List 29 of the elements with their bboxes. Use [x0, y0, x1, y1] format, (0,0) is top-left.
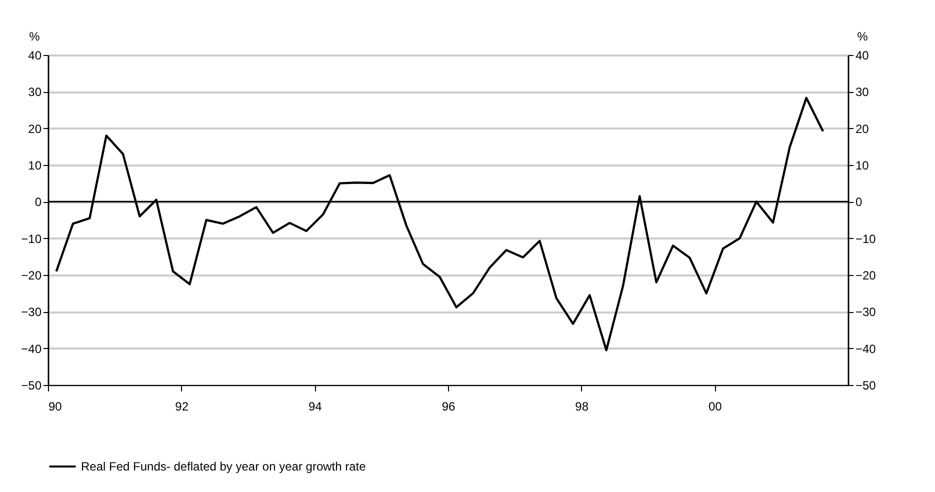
legend-label: Real Fed Funds- deflated by year on year growth rate — [81, 460, 366, 474]
y2-tick-label: 0 — [856, 195, 862, 210]
y2-tick-label: −30 — [856, 305, 876, 320]
y2-tick-label: 20 — [856, 122, 870, 136]
y-tick-label: 10 — [28, 158, 42, 172]
y-tick-label: 0 — [34, 195, 42, 210]
x-tick-label: 00 — [708, 400, 722, 414]
y-tick-label: −30 — [21, 305, 42, 320]
x-tick-label: 96 — [442, 400, 456, 414]
y2-tick-label: −40 — [856, 342, 876, 356]
y2-tick-label: −20 — [856, 268, 876, 282]
x-tick-label: 94 — [308, 400, 322, 414]
y-axis-title: % — [29, 30, 40, 44]
y-tick-label: −40 — [21, 342, 42, 356]
y-tick-label: 30 — [28, 85, 42, 100]
x-tick-label: 92 — [175, 400, 189, 414]
x-tick-label: 98 — [575, 400, 589, 414]
y2-axis-title: % — [857, 30, 868, 44]
y2-tick-label: 30 — [856, 85, 870, 100]
y2-tick-label: −50 — [856, 378, 876, 392]
y-tick-label: 20 — [28, 122, 42, 136]
x-tick-label: 90 — [48, 400, 62, 414]
y2-tick-label: 10 — [856, 158, 870, 172]
y-tick-label: −50 — [21, 378, 42, 392]
y2-tick-label: −10 — [856, 232, 876, 246]
y-tick-label: −10 — [21, 232, 42, 246]
y2-tick-label: 40 — [856, 48, 870, 62]
y-tick-label: −20 — [21, 268, 42, 282]
y-tick-label: 40 — [28, 48, 42, 62]
